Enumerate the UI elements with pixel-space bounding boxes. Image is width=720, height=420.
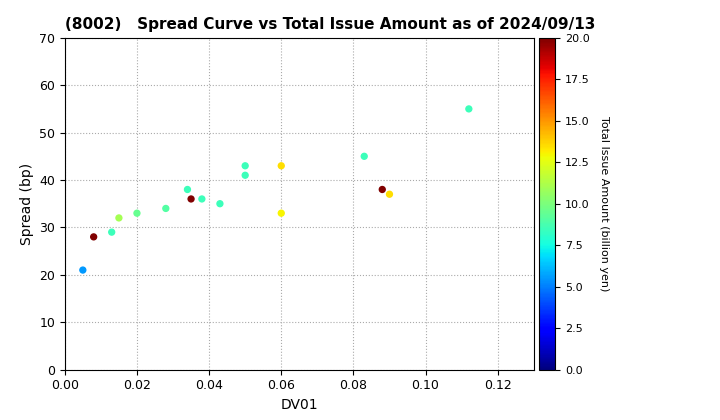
Point [77,267,89,273]
Text: (8002)   Spread Curve vs Total Issue Amount as of 2024/09/13: (8002) Spread Curve vs Total Issue Amoun… [65,18,595,32]
Point [377,186,388,193]
Point [160,205,171,212]
Y-axis label: Total Issue Amount (billion yen): Total Issue Amount (billion yen) [599,116,609,291]
Point [463,105,474,112]
Y-axis label: Spread (bp): Spread (bp) [19,163,34,245]
Point [185,196,197,202]
Point [240,172,251,178]
Point [276,163,287,169]
Point [196,196,207,202]
Point [214,200,225,207]
Point [276,210,287,217]
Point [384,191,395,197]
Point [88,234,99,240]
Point [359,153,370,160]
Point [181,186,193,193]
Point [131,210,143,217]
Point [240,163,251,169]
Point [106,229,117,236]
Point [113,215,125,221]
X-axis label: DV01: DV01 [281,398,318,412]
